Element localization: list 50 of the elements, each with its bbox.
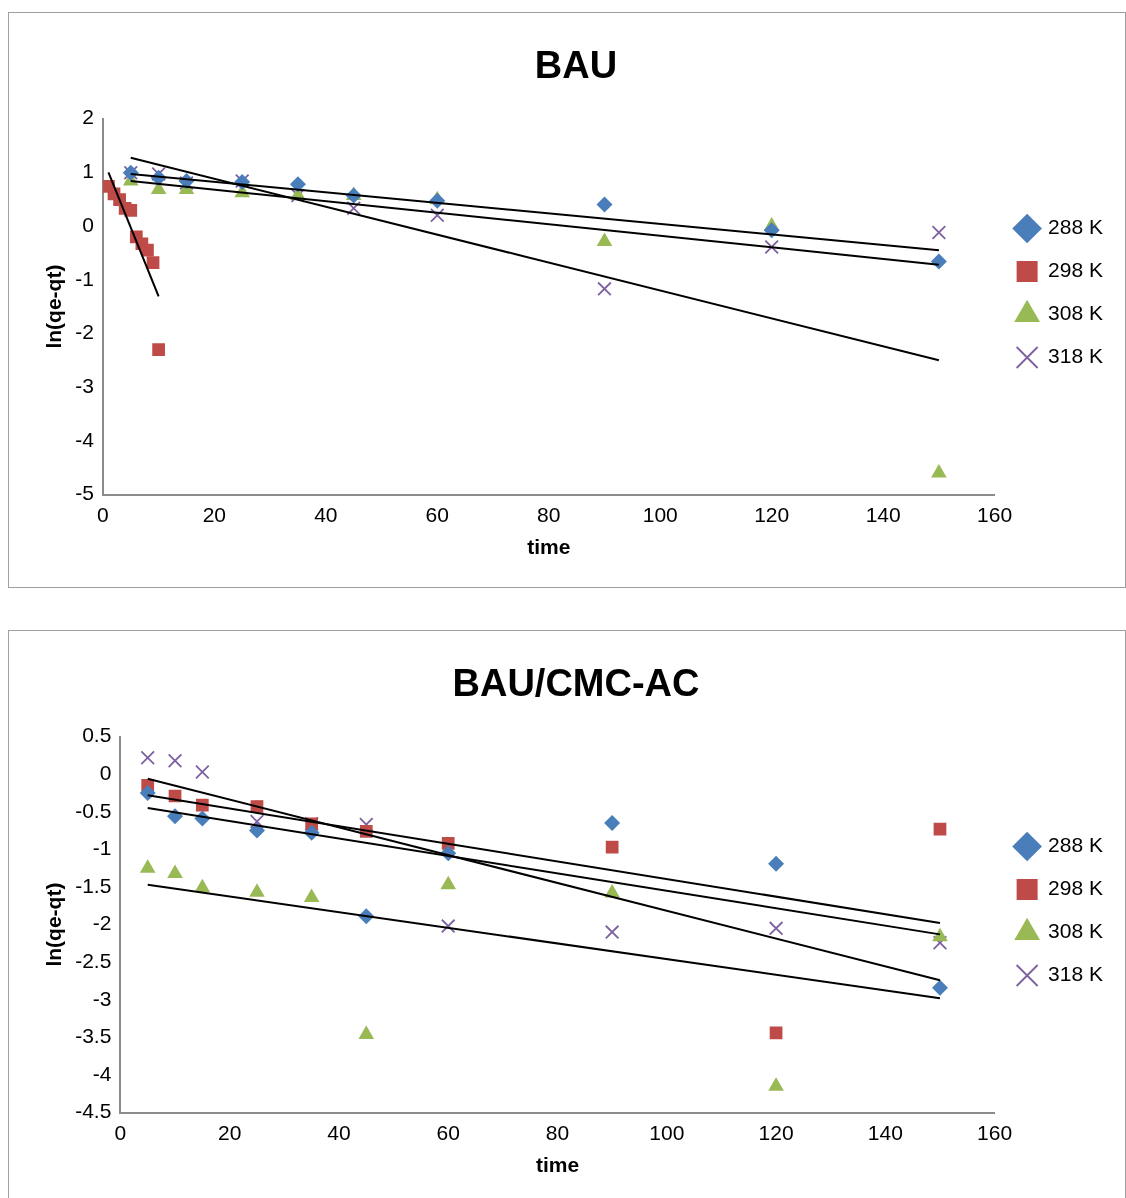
y-tick-label: -4.5 xyxy=(75,1099,112,1123)
x-tick-label: 100 xyxy=(649,1121,685,1144)
x-tick-label: 160 xyxy=(977,1121,1013,1144)
x-tick-label: 40 xyxy=(327,1121,351,1144)
y-tick-label: -1 xyxy=(92,836,112,860)
y-tick-label: -2 xyxy=(92,911,112,935)
x-axis-title: time xyxy=(535,1153,580,1177)
x-tick-label: 140 xyxy=(867,1121,903,1144)
y-tick-label: -1 xyxy=(75,266,94,290)
x-tick-label: 140 xyxy=(865,503,901,526)
x-axis-title: time xyxy=(527,535,571,559)
y-tick-label: -1.5 xyxy=(75,873,112,897)
x-tick-label: 160 xyxy=(977,503,1013,526)
y-tick-label: -0.5 xyxy=(75,798,112,822)
y-tick-label: 1 xyxy=(82,159,94,183)
legend-label: 308 K xyxy=(1048,301,1104,325)
legend-label: 298 K xyxy=(1048,876,1104,900)
x-tick-label: 80 xyxy=(545,1121,570,1144)
y-axis-title: ln(qe-qt) xyxy=(42,882,66,967)
x-tick-label: 20 xyxy=(202,503,227,526)
y-tick-label: -3 xyxy=(75,373,94,397)
chart-title: BAU xyxy=(534,44,618,87)
x-tick-label: 100 xyxy=(642,503,678,526)
chart-title: BAU/CMC-AC xyxy=(452,662,700,705)
y-tick-label: 0 xyxy=(82,212,94,236)
legend-label: 288 K xyxy=(1048,833,1104,857)
y-tick-label: -2.5 xyxy=(75,949,112,972)
x-tick-label: 80 xyxy=(537,503,561,526)
y-tick-label: 2 xyxy=(82,105,94,129)
legend-label: 298 K xyxy=(1048,258,1104,282)
x-tick-label: 60 xyxy=(425,503,449,526)
y-tick-label: -3.5 xyxy=(75,1024,112,1048)
legend-label: 318 K xyxy=(1048,962,1104,986)
y-tick-label: -3 xyxy=(92,986,112,1010)
legend-label: 308 K xyxy=(1048,919,1104,943)
y-tick-label: -2 xyxy=(75,320,94,344)
x-tick-label: 40 xyxy=(314,503,338,526)
y-axis-title: ln(qe-qt) xyxy=(42,264,66,349)
y-tick-label: 0 xyxy=(99,761,112,784)
x-tick-label: 120 xyxy=(758,1121,794,1144)
legend-label: 288 K xyxy=(1048,215,1104,239)
y-tick-label: 0.5 xyxy=(82,723,112,747)
y-tick-label: -4 xyxy=(75,427,95,451)
x-tick-label: 120 xyxy=(754,503,790,526)
x-tick-label: 60 xyxy=(436,1121,460,1144)
y-tick-label: -4 xyxy=(92,1061,112,1085)
legend-label: 318 K xyxy=(1048,344,1104,368)
y-tick-label: -5 xyxy=(75,481,94,505)
x-tick-label: 20 xyxy=(217,1121,242,1144)
x-tick-label: 0 xyxy=(114,1121,127,1144)
